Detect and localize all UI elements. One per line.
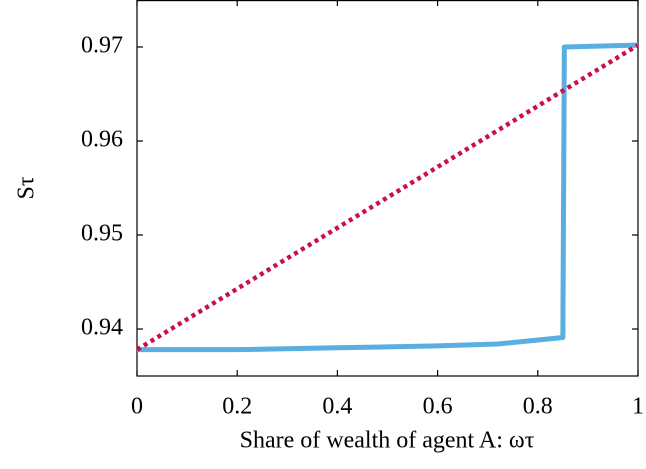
y-tick-label: 0.96 <box>81 127 123 153</box>
x-tick-label: 0.8 <box>523 394 553 420</box>
y-tick-label: 0.95 <box>81 221 123 247</box>
plot-frame <box>136 0 639 377</box>
y-tick-label: 0.94 <box>81 315 123 341</box>
x-tick-label: 0.2 <box>222 394 252 420</box>
data-line <box>137 42 639 353</box>
data-line <box>135 43 640 352</box>
x-tick-label: 0.4 <box>322 394 352 420</box>
x-tick-label: 0.6 <box>423 394 453 420</box>
y-tick-label: 0.97 <box>81 33 123 59</box>
x-tick-label: 0 <box>131 394 143 420</box>
x-axis-label: Share of wealth of agent A: ωτ <box>240 428 535 454</box>
y-axis-label: Sτ <box>14 176 40 199</box>
x-tick-label: 1 <box>632 394 644 420</box>
